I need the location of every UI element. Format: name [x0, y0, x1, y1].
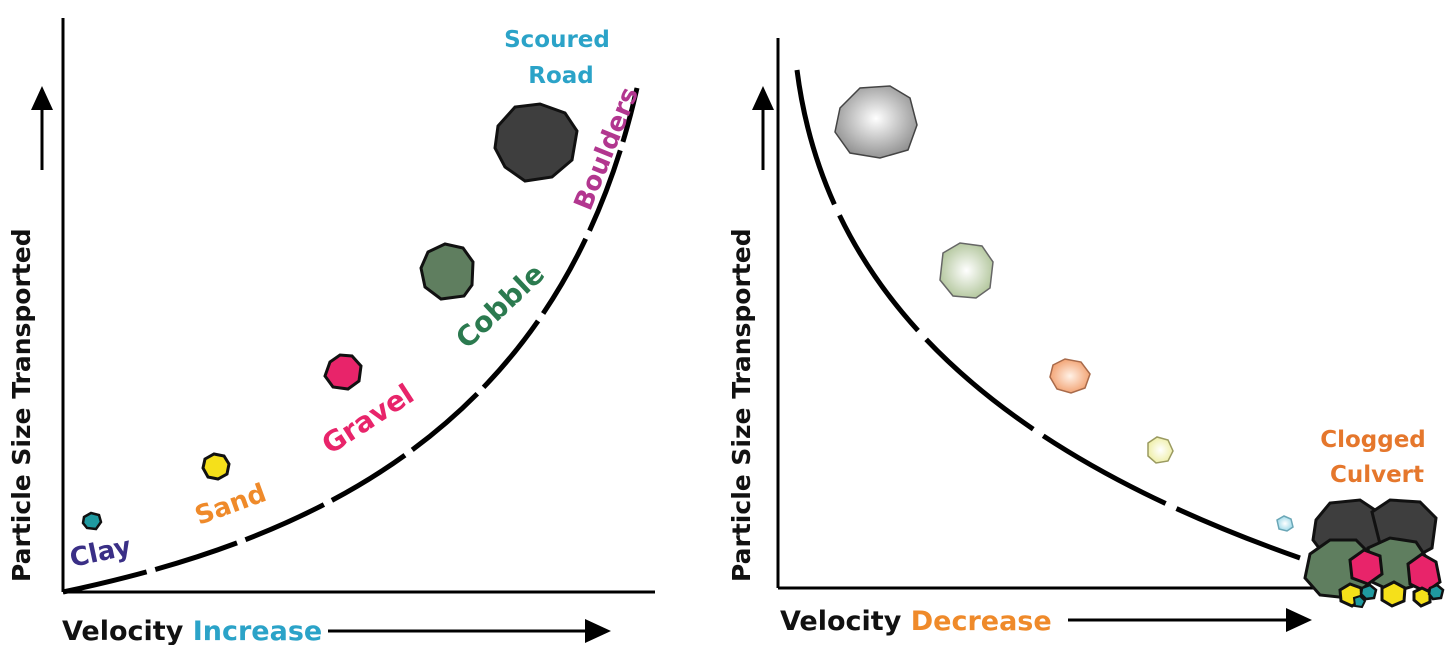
settled-boulder-particle	[834, 85, 918, 159]
boulder-particle	[493, 102, 579, 183]
debris-gravel-right	[1406, 552, 1442, 594]
right-panel: Particle Size Transported Velocity Decre…	[727, 38, 1445, 637]
debris-clay-1	[1359, 583, 1378, 601]
settled-sand-particle	[1147, 436, 1174, 464]
settled-cobble-particle	[939, 242, 994, 299]
settled-gravel-particle	[1049, 358, 1091, 394]
gravel-label: Gravel	[316, 377, 420, 461]
cobble-particle	[419, 242, 475, 301]
gravel-particle	[323, 353, 363, 391]
left-x-axis-label: Velocity Increase	[62, 616, 322, 645]
right-x-axis-label: Velocity Decrease	[780, 606, 1052, 637]
left-x-arrow	[328, 619, 611, 643]
debris-clay-3	[1427, 583, 1445, 601]
right-y-axis-label: Particle Size Transported	[727, 228, 756, 582]
right-transport-curve	[794, 69, 1301, 561]
debris-sand-3	[1412, 586, 1432, 608]
clay-label: Clay	[67, 532, 134, 574]
left-panel: Particle Size Transported Velocity Incre…	[7, 18, 655, 645]
clogged-culvert-debris	[1303, 498, 1445, 609]
debris-sand-2	[1380, 580, 1407, 608]
clay-particle	[81, 511, 103, 531]
settled-clay-particle	[1276, 515, 1294, 532]
left-y-axis-label: Particle Size Transported	[7, 228, 36, 582]
right-y-arrow	[752, 86, 774, 170]
sand-label: Sand	[191, 478, 270, 531]
right-x-arrow	[1068, 608, 1312, 632]
debris-gravel-left	[1348, 548, 1384, 586]
sand-particle	[201, 452, 231, 481]
debris-clay-2	[1352, 594, 1367, 609]
left-transport-curve	[62, 87, 640, 595]
scoured-road-label: Scoured Road	[504, 27, 618, 89]
left-y-arrow	[31, 86, 53, 170]
clogged-culvert-label: Clogged Culvert	[1320, 427, 1434, 488]
